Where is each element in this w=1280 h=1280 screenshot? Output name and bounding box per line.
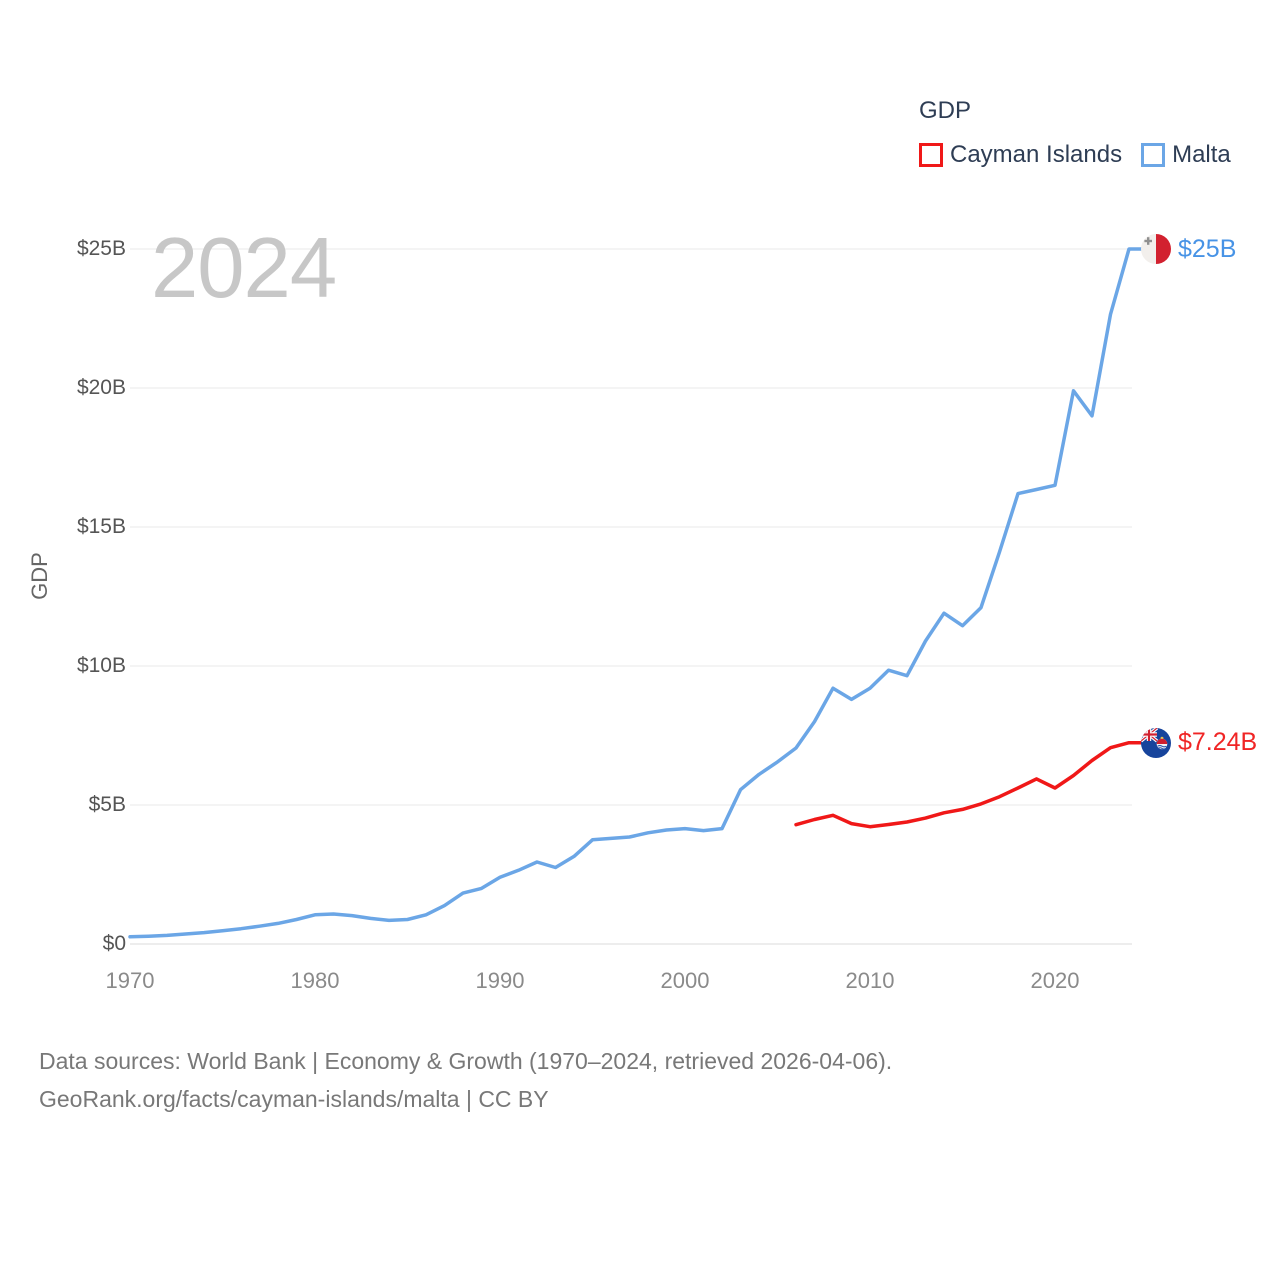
watermark-year: 2024 <box>151 221 337 316</box>
cayman-islands-flag-icon <box>1141 727 1171 758</box>
y-tick-label: $5B <box>88 793 126 816</box>
legend-item-malta[interactable]: Malta <box>1141 141 1231 169</box>
x-tick-label: 1980 <box>290 968 340 993</box>
cayman-islands-swatch <box>919 143 943 167</box>
y-tick-label: $10B <box>76 654 126 677</box>
legend-item-label: Cayman Islands <box>950 141 1123 168</box>
x-tick-label: 1970 <box>105 968 155 993</box>
line-cayman-islands <box>794 740 1149 829</box>
malta-end-value: $25B <box>1178 234 1237 263</box>
legend-item-label: Malta <box>1172 141 1231 168</box>
footer-attribution-link: GeoRank.org/facts/cayman-islands/malta |… <box>39 1086 549 1112</box>
y-tick-label: $20B <box>76 376 126 399</box>
malta-flag-icon <box>1141 234 1171 264</box>
legend-item-cayman-islands[interactable]: Cayman Islands <box>919 141 1122 169</box>
legend-title: GDP <box>919 97 972 124</box>
x-tick-label: 2000 <box>660 968 710 993</box>
y-tick-label: $15B <box>76 515 126 538</box>
line-malta <box>128 247 1149 939</box>
legend-items: Cayman Islands Malta <box>919 141 1231 169</box>
y-tick-label: $0 <box>102 932 126 955</box>
footer-data-sources: Data sources: World Bank | Economy & Gro… <box>39 1048 893 1074</box>
malta-end-label: $25B <box>1141 234 1236 264</box>
x-tick-label: 2020 <box>1030 968 1080 993</box>
x-tick-label: 1990 <box>475 968 525 993</box>
x-tick-label: 2010 <box>845 968 895 993</box>
cayman-islands-end-label: $7.24B <box>1141 727 1258 758</box>
cayman-islands-end-value: $7.24B <box>1178 728 1258 757</box>
legend: GDP Cayman Islands Malta <box>919 97 1231 169</box>
malta-swatch <box>1141 143 1166 167</box>
footer: Data sources: World Bank | Economy & Gro… <box>39 1042 892 1118</box>
y-tick-label: $25B <box>76 237 126 260</box>
